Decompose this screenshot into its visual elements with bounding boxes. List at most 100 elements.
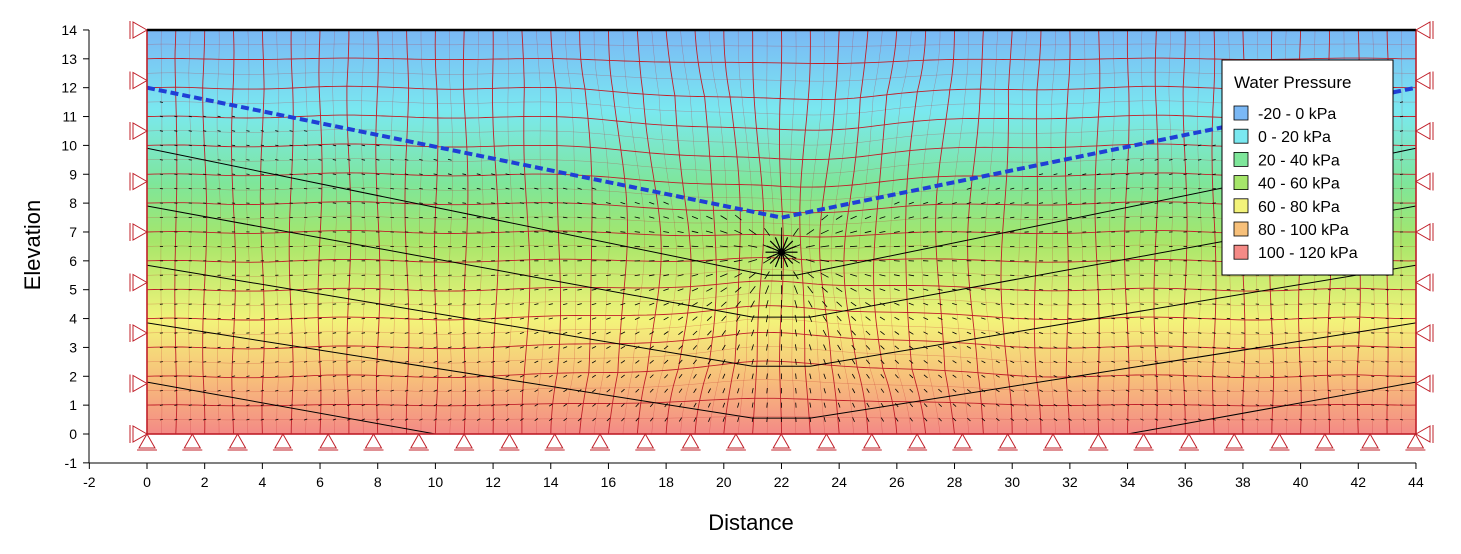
flow-vector xyxy=(304,318,307,319)
flow-vector xyxy=(203,362,206,363)
flow-vector xyxy=(333,318,336,319)
legend-swatch xyxy=(1234,199,1248,213)
x-tick-label: 8 xyxy=(374,474,382,490)
flow-vector xyxy=(1126,203,1130,204)
flow-vector xyxy=(160,347,163,348)
flow-vector xyxy=(1342,347,1345,348)
legend-item-label: 60 - 80 kPa xyxy=(1258,199,1340,216)
flow-vector xyxy=(160,362,163,363)
flow-vector xyxy=(1371,347,1374,348)
flow-vector xyxy=(347,188,350,189)
legend-item-label: 20 - 40 kPa xyxy=(1258,152,1340,169)
pin-support-symbol xyxy=(411,434,427,448)
legend-swatch xyxy=(1234,222,1248,236)
roller-support-symbol xyxy=(1416,22,1430,38)
x-tick-label: 44 xyxy=(1408,474,1424,490)
x-tick-label: 38 xyxy=(1235,474,1251,490)
flow-vector xyxy=(506,217,510,218)
x-tick-label: 12 xyxy=(485,474,501,490)
flow-vector xyxy=(1386,362,1389,363)
flow-vector xyxy=(405,304,409,305)
flow-vector xyxy=(1285,318,1288,319)
flow-vector xyxy=(1400,362,1403,363)
x-tick-label: 36 xyxy=(1177,474,1193,490)
flow-vector xyxy=(318,174,321,175)
flow-vector xyxy=(1169,304,1173,305)
sink-point xyxy=(778,249,785,256)
flow-vector xyxy=(1155,304,1159,305)
y-tick-label: 7 xyxy=(69,224,77,240)
flow-vector xyxy=(174,347,177,348)
flow-vector xyxy=(419,304,423,305)
x-tick-label: 32 xyxy=(1062,474,1078,490)
flow-vector xyxy=(218,347,221,348)
y-axis-label: Elevation xyxy=(20,200,45,291)
x-tick-label: 4 xyxy=(258,474,266,490)
pin-support-symbol xyxy=(683,434,699,448)
x-tick-label: 16 xyxy=(601,474,617,490)
flow-vector xyxy=(1357,347,1360,348)
flow-vector xyxy=(376,318,379,319)
pin-support-symbol xyxy=(1045,434,1061,448)
pin-support-symbol xyxy=(819,434,835,448)
flow-vector xyxy=(520,217,524,218)
flow-vector xyxy=(189,362,192,363)
y-tick-label: 4 xyxy=(69,311,77,327)
y-tick-label: 12 xyxy=(61,80,77,96)
y-tick-label: -1 xyxy=(65,455,78,471)
pin-support-symbol xyxy=(592,434,608,448)
flow-vector xyxy=(174,160,177,161)
y-tick-label: 2 xyxy=(69,368,77,384)
flow-vector xyxy=(232,174,235,175)
x-tick-label: 10 xyxy=(428,474,444,490)
y-tick-label: 3 xyxy=(69,339,77,355)
roller-support-symbol xyxy=(133,22,147,38)
flow-vector xyxy=(967,232,972,233)
flow-vector xyxy=(1299,333,1302,334)
flow-vector xyxy=(1039,217,1043,218)
roller-support-symbol xyxy=(133,224,147,240)
roller-support-symbol xyxy=(133,73,147,89)
roller-support-symbol xyxy=(1416,224,1430,240)
flow-vector xyxy=(304,174,307,175)
x-tick-label: 28 xyxy=(947,474,963,490)
flow-vector xyxy=(290,318,293,319)
pin-support-symbol xyxy=(1272,434,1288,448)
x-tick-label: 22 xyxy=(774,474,790,490)
x-tick-label: 42 xyxy=(1350,474,1366,490)
flow-vector xyxy=(1054,217,1058,218)
x-tick-label: 34 xyxy=(1120,474,1136,490)
flow-vector xyxy=(592,232,597,233)
pin-support-symbol xyxy=(1136,434,1152,448)
pin-support-symbol xyxy=(1317,434,1333,448)
legend-swatch xyxy=(1234,129,1248,143)
flow-vector xyxy=(981,275,986,276)
flow-vector xyxy=(894,261,900,262)
flow-vector xyxy=(1227,318,1230,319)
legend-item-label: -20 - 0 kPa xyxy=(1258,106,1336,123)
pin-support-symbol xyxy=(864,434,880,448)
pin-support-symbol xyxy=(366,434,382,448)
flow-vector xyxy=(405,203,409,204)
y-tick-label: 0 xyxy=(69,426,77,442)
flow-vector xyxy=(767,388,768,393)
flow-vector xyxy=(879,261,885,262)
legend-swatch xyxy=(1234,245,1248,259)
legend-item-label: 0 - 20 kPa xyxy=(1258,129,1331,146)
flow-vector xyxy=(996,275,1000,276)
flow-vector xyxy=(246,160,249,161)
flow-vector xyxy=(1212,318,1215,319)
y-tick-label: 14 xyxy=(61,22,77,38)
roller-support-symbol xyxy=(133,174,147,190)
flow-vector xyxy=(347,318,350,319)
flow-vector xyxy=(1126,304,1130,305)
flow-vector xyxy=(189,347,192,348)
flow-vector xyxy=(563,275,567,276)
flow-vector xyxy=(1198,188,1201,189)
flow-vector xyxy=(275,318,278,319)
flow-vector xyxy=(203,347,206,348)
roller-support-symbol xyxy=(1416,325,1430,341)
